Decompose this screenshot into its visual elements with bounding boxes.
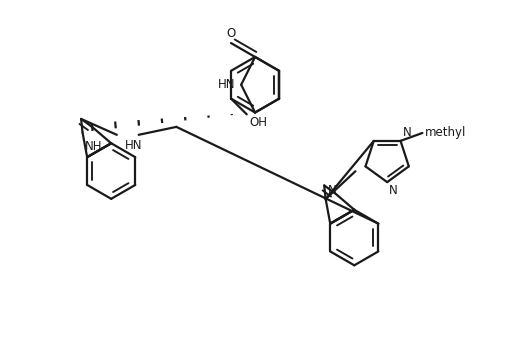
Text: OH: OH (250, 116, 268, 129)
Text: N: N (328, 184, 336, 197)
Text: NH: NH (84, 141, 102, 153)
Text: HN: HN (125, 139, 142, 152)
Text: methyl: methyl (426, 126, 467, 140)
Text: N: N (389, 184, 398, 197)
Text: N: N (402, 126, 411, 139)
Text: HN: HN (218, 78, 235, 91)
Text: O: O (227, 27, 235, 40)
